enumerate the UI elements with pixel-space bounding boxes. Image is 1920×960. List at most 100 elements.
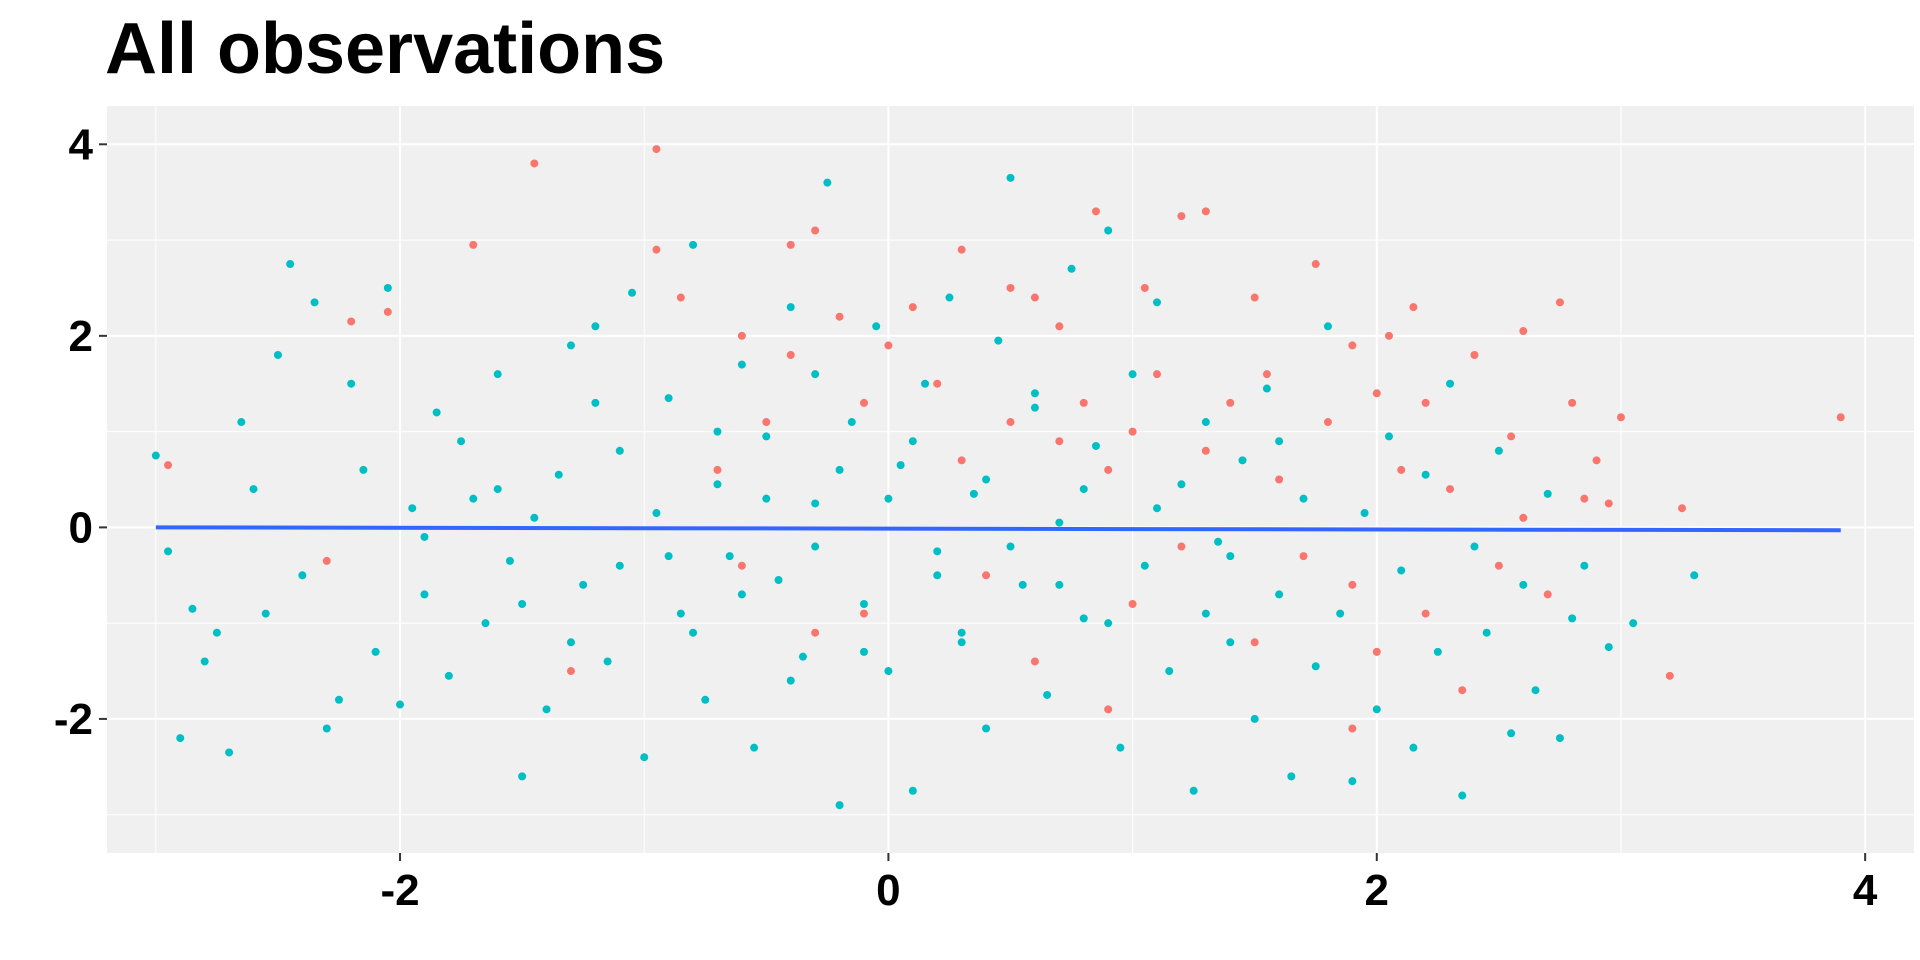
- data-point: [505, 556, 514, 565]
- data-point: [1214, 537, 1223, 546]
- data-point: [1140, 561, 1149, 570]
- data-point: [493, 485, 502, 494]
- data-point: [1250, 714, 1259, 723]
- data-point: [591, 322, 600, 331]
- data-point: [1140, 283, 1149, 292]
- data-point: [310, 298, 319, 307]
- data-point: [1446, 485, 1455, 494]
- data-point: [1177, 542, 1186, 551]
- data-point: [371, 647, 380, 656]
- data-point: [982, 724, 991, 733]
- data-point: [530, 159, 539, 168]
- chart-title: All observations: [105, 9, 666, 89]
- data-point: [1079, 614, 1088, 623]
- data-point: [859, 609, 868, 618]
- data-point: [664, 552, 673, 561]
- data-point: [1079, 485, 1088, 494]
- data-point: [286, 260, 295, 269]
- data-point: [1238, 456, 1247, 465]
- data-point: [908, 786, 917, 795]
- data-point: [1311, 662, 1320, 671]
- data-point: [1323, 322, 1332, 331]
- data-point: [1104, 465, 1113, 474]
- data-point: [737, 331, 746, 340]
- data-point: [786, 351, 795, 359]
- x-tick-label: 0: [876, 866, 900, 915]
- data-point: [786, 676, 795, 685]
- data-point: [872, 322, 881, 331]
- data-point: [420, 532, 429, 541]
- data-point: [1177, 480, 1186, 489]
- data-point: [1262, 384, 1271, 393]
- data-point: [811, 542, 820, 551]
- data-point: [1226, 398, 1235, 407]
- data-point: [1030, 389, 1039, 398]
- data-point: [908, 303, 917, 312]
- data-point: [566, 667, 575, 676]
- data-point: [1580, 494, 1589, 503]
- data-point: [322, 556, 331, 565]
- plot-panel-background: [107, 106, 1914, 853]
- data-point: [237, 418, 246, 427]
- data-point: [579, 580, 588, 589]
- data-point: [383, 283, 392, 292]
- data-point: [896, 461, 905, 470]
- data-point: [762, 432, 771, 441]
- data-point: [1189, 786, 1198, 795]
- data-point: [1116, 743, 1125, 752]
- data-point: [1018, 580, 1027, 589]
- data-point: [689, 628, 698, 637]
- data-point: [1287, 772, 1296, 781]
- data-point: [676, 609, 685, 618]
- data-point: [1421, 609, 1430, 618]
- data-point: [493, 370, 502, 379]
- data-point: [1153, 504, 1162, 513]
- data-point: [188, 604, 197, 613]
- x-tick-label: 4: [1853, 866, 1878, 915]
- data-point: [1006, 173, 1015, 182]
- data-point: [212, 628, 221, 637]
- data-point: [432, 408, 441, 417]
- data-point: [652, 245, 661, 254]
- data-point: [1250, 293, 1259, 302]
- data-point: [1104, 226, 1113, 235]
- data-point: [811, 226, 820, 235]
- data-point: [469, 494, 478, 503]
- data-point: [652, 145, 661, 154]
- x-axis: -2 0 2 4: [380, 853, 1878, 915]
- data-point: [1397, 465, 1406, 474]
- data-point: [591, 398, 600, 407]
- data-point: [1030, 293, 1039, 302]
- data-point: [1604, 499, 1613, 508]
- data-point: [1690, 571, 1699, 580]
- data-point: [1519, 327, 1528, 336]
- data-point: [1384, 331, 1393, 340]
- data-point: [689, 240, 698, 249]
- data-point: [1128, 370, 1137, 379]
- data-point: [1128, 600, 1137, 608]
- data-point: [859, 600, 868, 608]
- data-point: [1006, 542, 1015, 551]
- data-point: [151, 451, 160, 460]
- data-point: [1616, 413, 1625, 422]
- data-point: [1006, 283, 1015, 292]
- data-point: [859, 647, 868, 656]
- data-point: [1507, 729, 1516, 738]
- data-point: [628, 288, 637, 297]
- data-point: [737, 590, 746, 599]
- data-point: [1519, 513, 1528, 522]
- data-point: [298, 571, 307, 580]
- data-point: [1299, 494, 1308, 503]
- data-point: [1104, 619, 1113, 628]
- data-point: [1348, 580, 1357, 589]
- data-point: [1055, 580, 1064, 589]
- data-point: [652, 509, 661, 518]
- grid-minor: [107, 106, 1914, 853]
- data-point: [530, 513, 539, 522]
- data-point: [1311, 260, 1320, 269]
- y-tick-label: -2: [54, 695, 93, 744]
- data-point: [1091, 207, 1100, 216]
- scatter-points: [151, 145, 1845, 810]
- data-point: [1348, 341, 1357, 350]
